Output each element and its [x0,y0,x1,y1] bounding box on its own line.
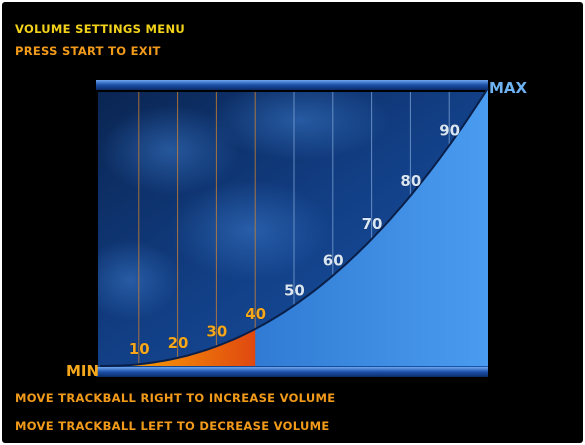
increase-volume-instruction: MOVE TRACKBALL RIGHT TO INCREASE VOLUME [15,391,336,405]
exit-hint: PRESS START TO EXIT [15,44,161,58]
min-label: MIN [66,362,99,380]
panel-clouds [98,92,390,320]
menu-title: VOLUME SETTINGS MENU [15,22,186,36]
tick-label-50: 50 [284,282,305,300]
tick-label-60: 60 [323,252,344,270]
tick-label-20: 20 [168,334,189,352]
tick-label-80: 80 [400,172,421,190]
volume-level-fill [100,329,256,366]
gauge-grid [138,92,450,365]
tick-label-40: 40 [245,305,266,323]
tick-label-30: 30 [206,322,227,340]
tick-label-90: 90 [439,122,460,140]
max-label: MAX [489,79,528,97]
bottom-rail [96,367,488,377]
gauge-curve-fill [100,88,488,366]
gauge-tick-labels: 10 20 30 40 50 60 70 80 90 [129,121,461,358]
top-rail [96,80,488,90]
decrease-volume-instruction: MOVE TRACKBALL LEFT TO DECREASE VOLUME [15,419,330,433]
tick-label-10: 10 [129,340,150,358]
gauge-curve-edge [100,87,489,367]
tick-label-70: 70 [362,215,383,233]
